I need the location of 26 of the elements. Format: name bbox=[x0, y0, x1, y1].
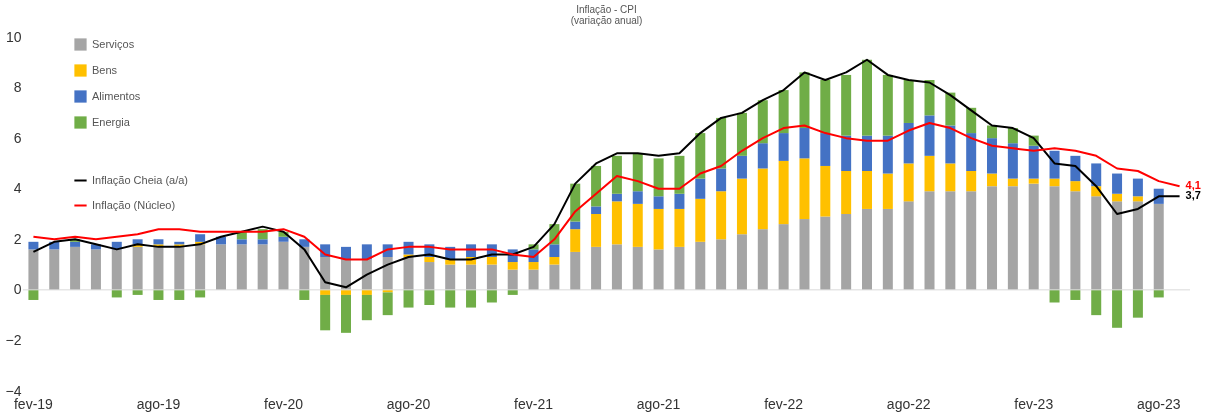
x-tick-label: fev-23 bbox=[1014, 395, 1054, 412]
chart-title: Inflação - CPI bbox=[576, 4, 637, 15]
annotation: 3,7 bbox=[1185, 189, 1201, 202]
x-tick-label: ago-22 bbox=[886, 395, 931, 412]
legend-label: Inflação Cheia (a/a) bbox=[92, 173, 188, 186]
legend-label: Energia bbox=[92, 115, 131, 128]
y-tick-label: 0 bbox=[13, 281, 22, 298]
legend-label: Bens bbox=[92, 63, 118, 76]
annotation: 4,1 bbox=[1185, 179, 1201, 192]
y-tick-label: −2 bbox=[5, 331, 22, 348]
x-tick-label: ago-23 bbox=[1136, 395, 1181, 412]
y-tick-label: 10 bbox=[5, 28, 22, 45]
y-tick-label: 6 bbox=[13, 129, 22, 146]
x-tick-label: ago-19 bbox=[136, 395, 181, 412]
x-tick-label: fev-22 bbox=[764, 395, 804, 412]
legend-label: Serviços bbox=[92, 37, 135, 50]
legend-label: Inflação (Núcleo) bbox=[92, 198, 176, 211]
chart-subtitle: (variação anual) bbox=[570, 15, 643, 26]
y-tick-label: 4 bbox=[13, 180, 22, 197]
y-tick-label: 8 bbox=[13, 79, 22, 96]
x-tick-label: fev-20 bbox=[264, 395, 304, 412]
x-tick-label: ago-21 bbox=[636, 395, 681, 412]
legend-label: Alimentos bbox=[92, 89, 141, 102]
y-tick-label: 2 bbox=[13, 230, 22, 247]
x-tick-label: ago-20 bbox=[386, 395, 431, 412]
x-tick-label: fev-21 bbox=[514, 395, 554, 412]
